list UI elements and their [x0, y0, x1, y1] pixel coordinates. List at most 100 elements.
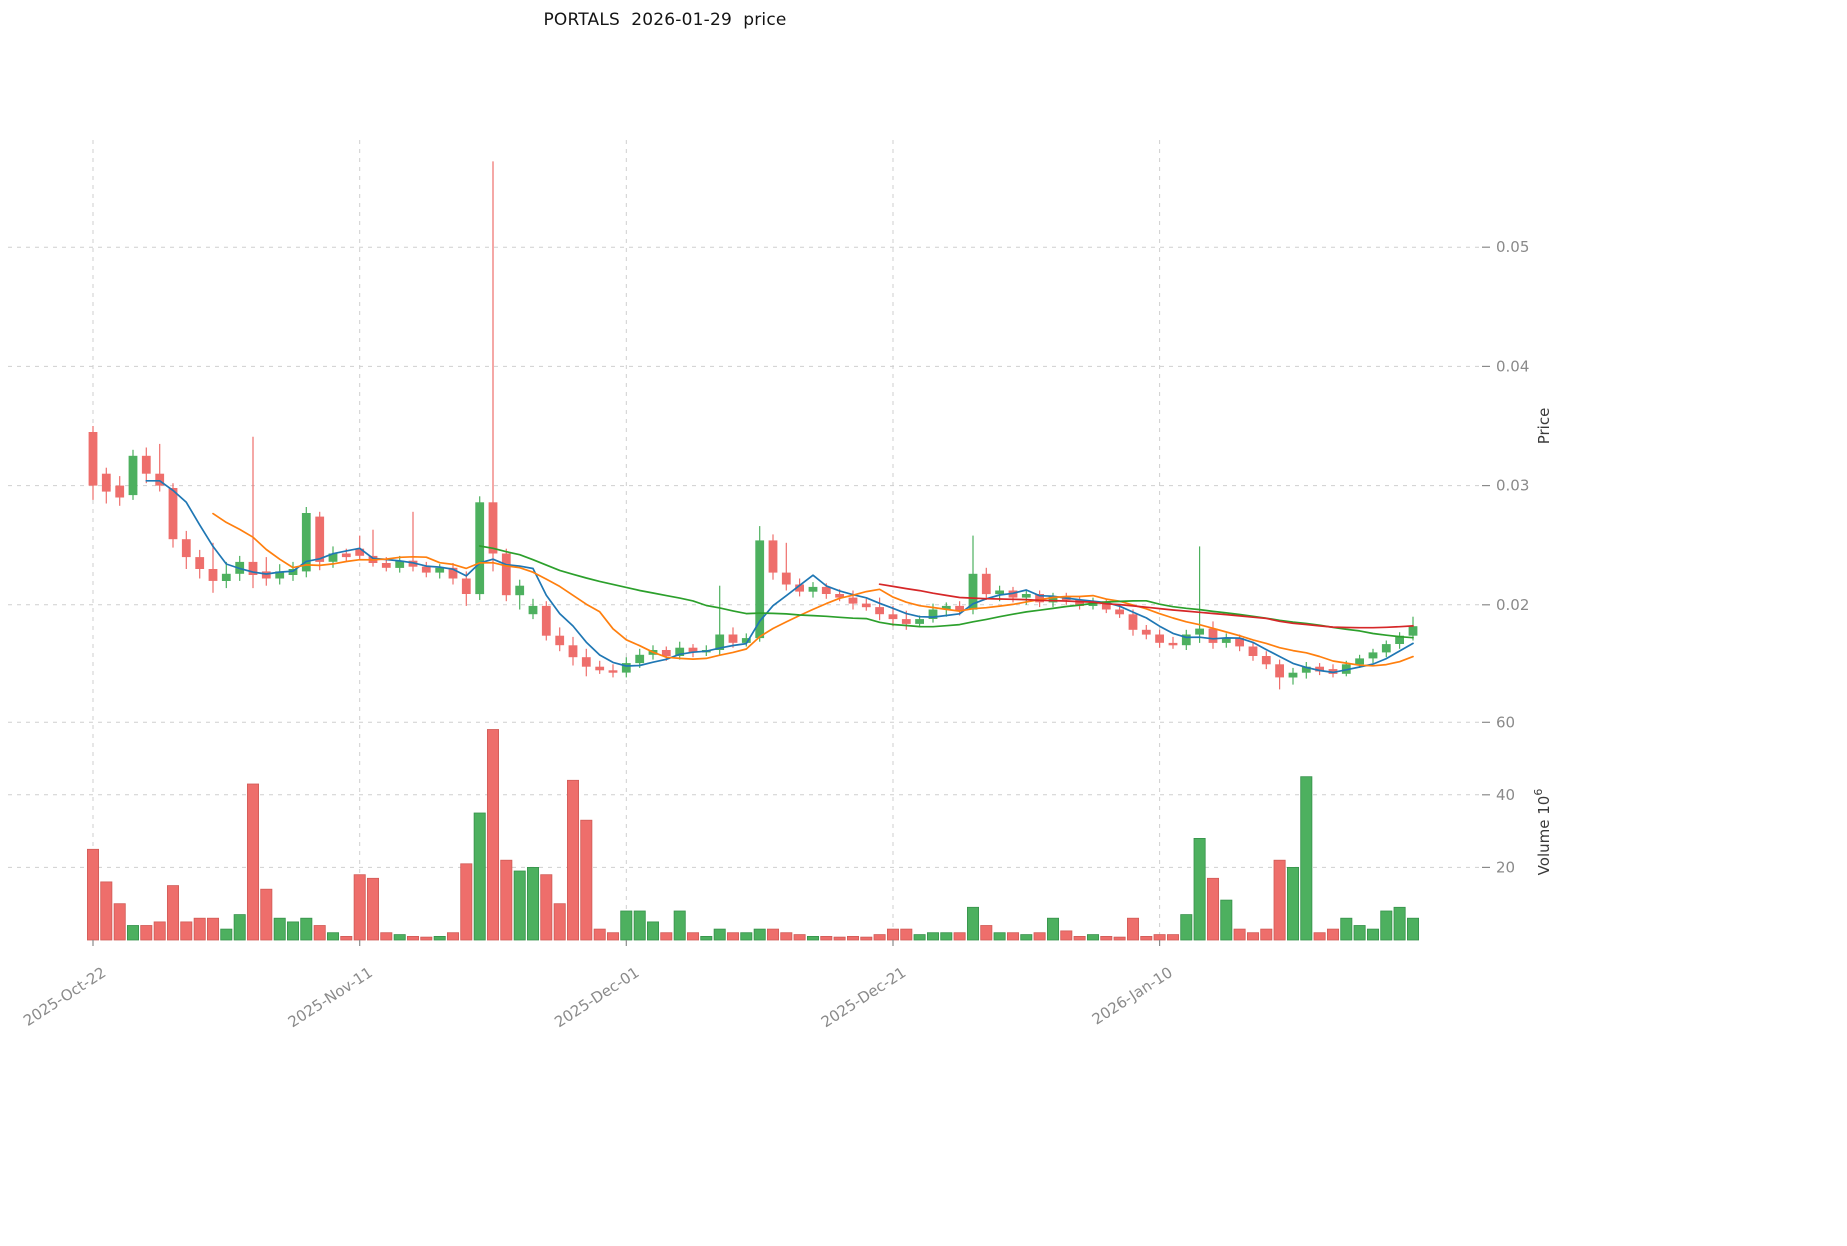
price-tick-label: 0.03: [1496, 477, 1529, 495]
volume-bar: [233, 914, 246, 941]
volume-bar: [500, 859, 513, 941]
volume-bar: [700, 936, 713, 941]
volume-bar: [1153, 934, 1166, 941]
candle-body: [248, 561, 258, 575]
volume-bar: [1167, 934, 1180, 941]
candle-body: [995, 590, 1004, 595]
volume-bar: [1407, 917, 1420, 941]
volume-bar: [1233, 928, 1246, 941]
candle-body: [141, 455, 151, 474]
candle-body: [928, 609, 938, 619]
candle-body: [728, 634, 738, 643]
candle-body: [1141, 629, 1151, 635]
volume-bar: [660, 932, 673, 941]
candle-body: [781, 572, 791, 585]
volume-bar: [513, 870, 526, 941]
candle-body: [1355, 658, 1364, 665]
candle-body: [301, 513, 311, 572]
candle-body: [1035, 594, 1044, 603]
candle-body: [275, 571, 285, 579]
candle-body: [1168, 642, 1178, 646]
candle-body: [568, 645, 578, 658]
volume-bar: [220, 928, 233, 941]
volume-bar: [140, 925, 153, 941]
volume-bar: [100, 881, 113, 941]
volume-bar: [406, 936, 419, 941]
volume-bar: [1193, 838, 1206, 941]
volume-bar: [273, 917, 286, 941]
volume-bar: [740, 932, 753, 941]
candle-body: [1208, 628, 1218, 643]
volume-bar: [687, 932, 700, 941]
volume-bar: [260, 888, 273, 941]
candle-body: [1075, 600, 1084, 606]
volume-bar: [87, 848, 100, 941]
volume-bar: [206, 917, 219, 941]
candle-body: [1181, 634, 1191, 646]
candle-body: [261, 571, 271, 579]
volume-bar: [326, 932, 339, 941]
candle-body: [808, 586, 818, 592]
volume-bar: [1260, 928, 1273, 941]
volume-bar: [1073, 936, 1086, 941]
date-tick-label: 2025-Nov-11: [285, 963, 376, 1031]
candle-body: [488, 502, 498, 554]
candle-body: [608, 670, 618, 673]
volume-bar: [873, 934, 886, 941]
volume-bar: [380, 932, 393, 941]
volume-bar: [620, 910, 633, 941]
volume-bar: [593, 928, 606, 941]
candle-body: [1408, 626, 1418, 636]
candle-body: [315, 516, 325, 562]
volume-bar: [1313, 932, 1326, 941]
volume-tick-label: 60: [1496, 713, 1515, 731]
volume-bar: [993, 932, 1006, 941]
volume-bar: [793, 934, 806, 941]
volume-bar: [1100, 936, 1113, 941]
volume-bar: [527, 867, 540, 941]
price-axis-label: Price: [1535, 408, 1553, 445]
volume-bar: [366, 877, 379, 941]
candle-body: [688, 647, 698, 653]
candle-body: [115, 485, 125, 498]
date-tick-label: 2026-Jan-10: [1089, 963, 1176, 1028]
candle-body: [1328, 669, 1338, 674]
volume-axis-label: Volume 106: [1532, 789, 1553, 876]
volume-bar: [847, 936, 860, 941]
volume-bar: [860, 936, 873, 941]
volume-bar: [1047, 917, 1060, 941]
volume-bar: [313, 925, 326, 941]
candle-body: [1301, 666, 1311, 673]
candle-body: [1048, 596, 1058, 603]
volume-bar: [727, 932, 740, 941]
volume-bar: [1380, 910, 1393, 941]
volume-bar: [567, 779, 580, 941]
ma-line-ma60: [878, 583, 1414, 629]
candle-body: [475, 502, 485, 595]
volume-bar: [1127, 917, 1140, 941]
volume-bar: [833, 936, 846, 941]
candle-body: [288, 569, 298, 575]
volume-bar: [780, 932, 793, 941]
candle-body: [635, 654, 645, 664]
volume-bar: [1207, 877, 1220, 941]
volume-bar: [127, 925, 140, 941]
candle-body: [1115, 609, 1124, 615]
volume-bar: [940, 932, 953, 941]
volume-bar: [166, 885, 179, 941]
volume-bar: [647, 921, 660, 941]
candle-body: [901, 619, 911, 624]
candle-body: [1101, 601, 1111, 610]
candle-body: [168, 488, 178, 540]
volume-tick-label: 20: [1496, 858, 1515, 876]
volume-bar: [433, 936, 446, 941]
date-tick-label: 2025-Dec-21: [818, 963, 909, 1031]
volume-bar: [580, 819, 593, 941]
volume-bar: [1300, 776, 1313, 941]
volume-bar: [246, 783, 259, 941]
candle-body: [675, 647, 685, 656]
volume-bar: [1353, 925, 1366, 941]
candle-body: [408, 560, 418, 567]
volume-axis-label-text: Volume 10: [1535, 796, 1553, 876]
